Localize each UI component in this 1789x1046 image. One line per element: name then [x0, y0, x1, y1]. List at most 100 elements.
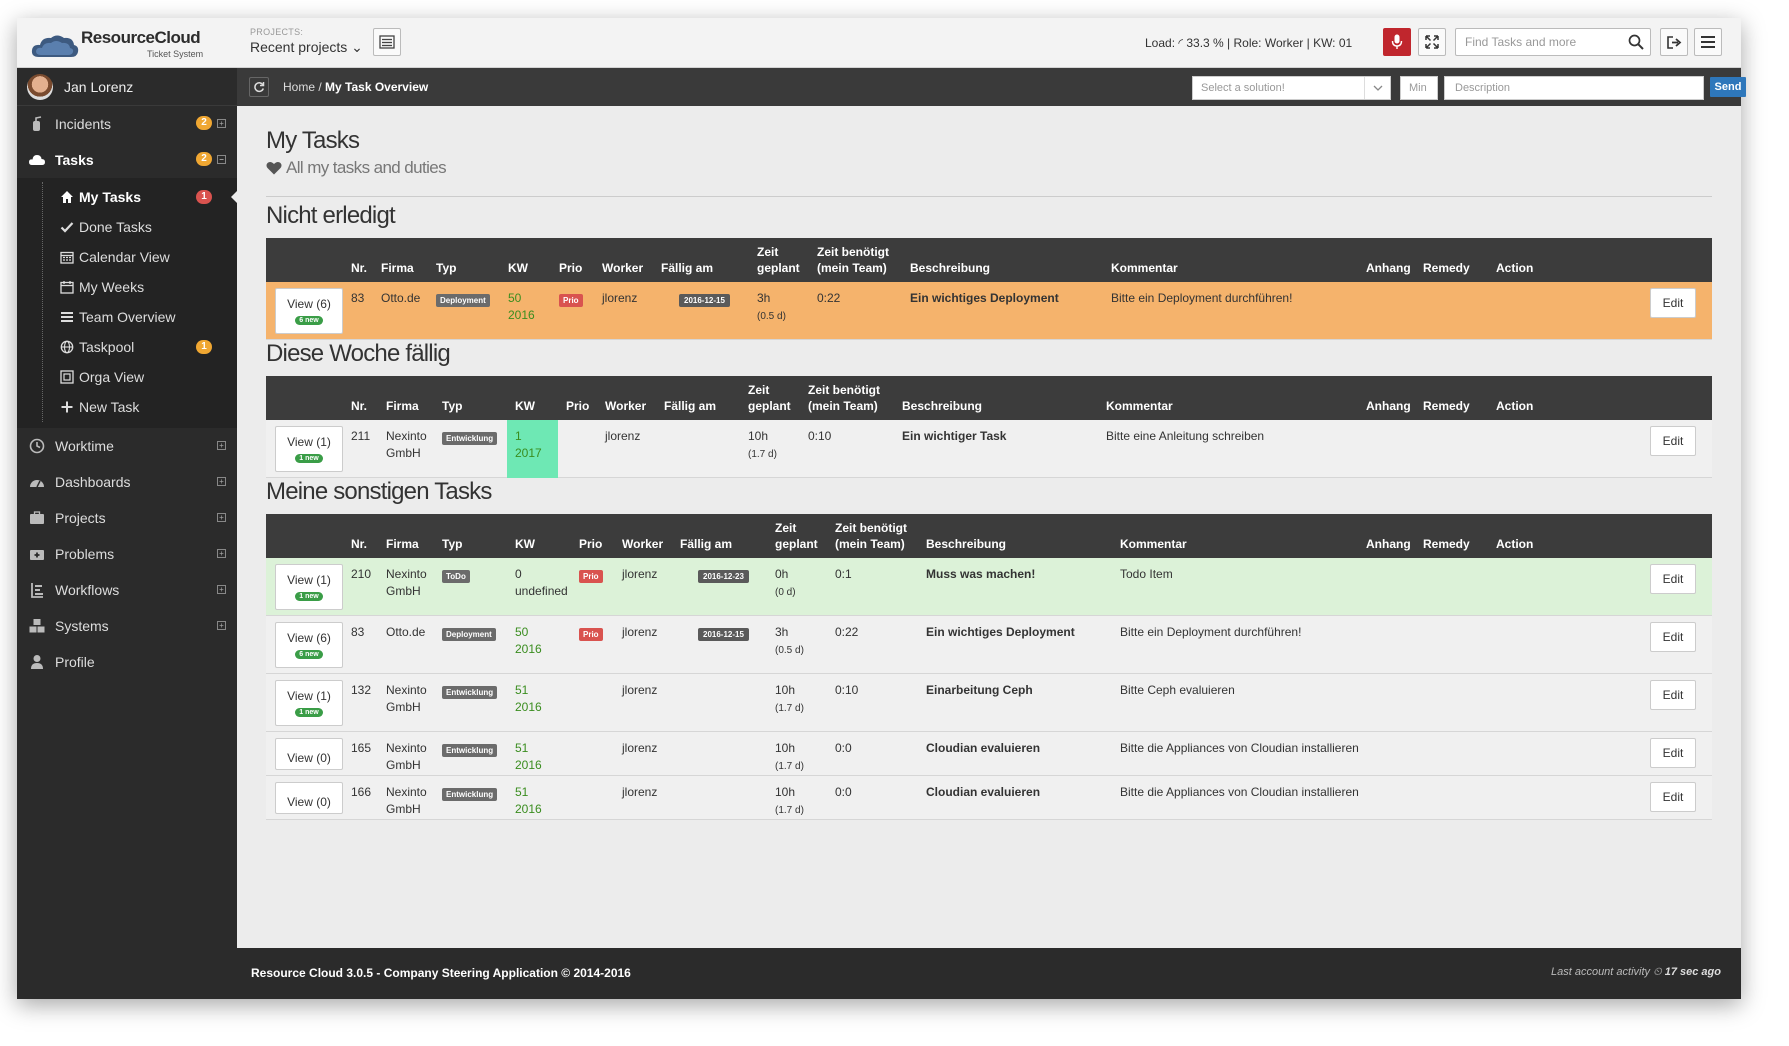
- column-header-worker[interactable]: Worker: [605, 399, 647, 413]
- view-button[interactable]: View (1) 1 new: [275, 426, 343, 472]
- view-button[interactable]: View (6) 6 new: [275, 288, 343, 334]
- sidebar-item-my-weeks[interactable]: My Weeks: [17, 272, 237, 302]
- avatar[interactable]: [27, 73, 53, 100]
- column-header-zeit[interactable]: Zeit geplant: [748, 382, 791, 414]
- column-header-zeit[interactable]: Zeit geplant: [775, 520, 818, 552]
- edit-button[interactable]: Edit: [1650, 680, 1696, 710]
- column-header-prio[interactable]: Prio: [579, 537, 603, 551]
- column-header-zeit[interactable]: Zeit geplant: [757, 244, 800, 276]
- column-header-beschreibung[interactable]: Beschreibung: [910, 261, 991, 275]
- sidebar-item-projects[interactable]: Projects +: [17, 500, 237, 536]
- column-header-kommentar[interactable]: Kommentar: [1111, 261, 1178, 275]
- logout-button[interactable]: [1660, 28, 1688, 56]
- column-header-faellig[interactable]: Fällig am: [680, 537, 733, 551]
- view-button[interactable]: View (1) 1 new: [275, 564, 343, 610]
- sidebar-item-done-tasks[interactable]: Done Tasks: [17, 212, 237, 242]
- logo[interactable]: ResourceCloud Ticket System: [31, 25, 211, 65]
- sidebar-item-new-task[interactable]: New Task: [17, 392, 237, 422]
- column-header-faellig[interactable]: Fällig am: [664, 399, 717, 413]
- view-button[interactable]: View (0): [275, 782, 343, 814]
- edit-button[interactable]: Edit: [1650, 622, 1696, 652]
- column-header-nr[interactable]: Nr.: [351, 399, 368, 413]
- edit-button[interactable]: Edit: [1650, 738, 1696, 768]
- sidebar-item-calendar-view[interactable]: Calendar View: [17, 242, 237, 272]
- expand-plus-icon[interactable]: +: [217, 549, 226, 558]
- description-input[interactable]: Description: [1444, 76, 1704, 100]
- project-list-button[interactable]: [373, 28, 401, 56]
- sidebar-item-worktime[interactable]: Worktime +: [17, 428, 237, 464]
- column-header-typ[interactable]: Typ: [442, 399, 463, 413]
- expand-plus-icon[interactable]: +: [217, 513, 226, 522]
- column-header-remedy[interactable]: Remedy: [1423, 399, 1470, 413]
- menu-button[interactable]: [1694, 28, 1722, 56]
- column-header-action[interactable]: Action: [1496, 537, 1534, 551]
- search-box[interactable]: [1455, 28, 1651, 56]
- sidebar-item-workflows[interactable]: Workflows +: [17, 572, 237, 608]
- column-header-zeit-benoetigt[interactable]: Zeit benötigt (mein Team): [835, 520, 907, 552]
- expand-plus-icon[interactable]: +: [217, 477, 226, 486]
- sidebar-item-incidents[interactable]: Incidents 2 +: [17, 106, 237, 142]
- column-header-beschreibung[interactable]: Beschreibung: [926, 537, 1007, 551]
- edit-button[interactable]: Edit: [1650, 782, 1696, 812]
- column-header-kommentar[interactable]: Kommentar: [1106, 399, 1173, 413]
- column-header-kommentar[interactable]: Kommentar: [1120, 537, 1187, 551]
- expand-plus-icon[interactable]: +: [217, 585, 226, 594]
- sidebar-item-tasks[interactable]: Tasks 2 −: [17, 142, 237, 178]
- column-header-kw[interactable]: KW: [515, 399, 535, 413]
- sidebar-item-profile[interactable]: Profile: [17, 644, 237, 680]
- sidebar-item-taskpool[interactable]: Taskpool 1: [17, 332, 237, 362]
- column-header-worker[interactable]: Worker: [602, 261, 644, 275]
- collapse-minus-icon[interactable]: −: [217, 155, 226, 164]
- column-header-action[interactable]: Action: [1496, 399, 1534, 413]
- sidebar-item-my-tasks[interactable]: My Tasks 1: [17, 182, 238, 212]
- column-header-prio[interactable]: Prio: [559, 261, 583, 275]
- column-header-nr[interactable]: Nr.: [351, 537, 368, 551]
- column-header-typ[interactable]: Typ: [442, 537, 463, 551]
- edit-button[interactable]: Edit: [1650, 426, 1696, 456]
- column-header-anhang[interactable]: Anhang: [1366, 261, 1411, 275]
- refresh-button[interactable]: [249, 77, 269, 97]
- column-header-prio[interactable]: Prio: [566, 399, 590, 413]
- sidebar-item-systems[interactable]: Systems +: [17, 608, 237, 644]
- column-header-anhang[interactable]: Anhang: [1366, 537, 1411, 551]
- column-header-beschreibung[interactable]: Beschreibung: [902, 399, 983, 413]
- column-header-nr[interactable]: Nr.: [351, 261, 368, 275]
- edit-button[interactable]: Edit: [1650, 564, 1696, 594]
- sidebar-item-problems[interactable]: Problems +: [17, 536, 237, 572]
- view-button[interactable]: View (0): [275, 738, 343, 770]
- projects-value[interactable]: Recent projects ⌄: [250, 39, 363, 55]
- expand-plus-icon[interactable]: +: [217, 621, 226, 630]
- column-header-remedy[interactable]: Remedy: [1423, 261, 1470, 275]
- column-header-anhang[interactable]: Anhang: [1366, 399, 1411, 413]
- view-button[interactable]: View (6) 6 new: [275, 622, 343, 668]
- column-header-worker[interactable]: Worker: [622, 537, 664, 551]
- column-header-zeit-benoetigt[interactable]: Zeit benötigt (mein Team): [808, 382, 880, 414]
- chevron-down-icon[interactable]: [1364, 77, 1390, 99]
- send-button[interactable]: Send: [1710, 77, 1746, 97]
- edit-button[interactable]: Edit: [1650, 288, 1696, 318]
- sidebar-item-orga-view[interactable]: Orga View: [17, 362, 237, 392]
- projects-dropdown[interactable]: PROJECTS: Recent projects ⌄: [250, 27, 363, 56]
- solution-select[interactable]: Select a solution!: [1192, 76, 1391, 100]
- column-header-kw[interactable]: KW: [508, 261, 528, 275]
- column-header-firma[interactable]: Firma: [386, 537, 419, 551]
- expand-plus-icon[interactable]: +: [217, 119, 226, 128]
- search-icon[interactable]: [1628, 34, 1644, 50]
- user-profile[interactable]: Jan Lorenz: [17, 68, 237, 106]
- sidebar-item-dashboards[interactable]: Dashboards +: [17, 464, 237, 500]
- minutes-input[interactable]: Min: [1400, 76, 1438, 100]
- column-header-faellig[interactable]: Fällig am: [661, 261, 714, 275]
- search-input[interactable]: [1456, 29, 1616, 55]
- column-header-remedy[interactable]: Remedy: [1423, 537, 1470, 551]
- sidebar-item-team-overview[interactable]: Team Overview: [17, 302, 237, 332]
- breadcrumb-home[interactable]: Home /: [283, 80, 322, 94]
- microphone-button[interactable]: [1383, 28, 1411, 56]
- column-header-kw[interactable]: KW: [515, 537, 535, 551]
- column-header-typ[interactable]: Typ: [436, 261, 457, 275]
- column-header-zeit-benoetigt[interactable]: Zeit benötigt (mein Team): [817, 244, 889, 276]
- column-header-firma[interactable]: Firma: [381, 261, 414, 275]
- expand-plus-icon[interactable]: +: [217, 441, 226, 450]
- column-header-firma[interactable]: Firma: [386, 399, 419, 413]
- column-header-action[interactable]: Action: [1496, 261, 1534, 275]
- view-button[interactable]: View (1) 1 new: [275, 680, 343, 726]
